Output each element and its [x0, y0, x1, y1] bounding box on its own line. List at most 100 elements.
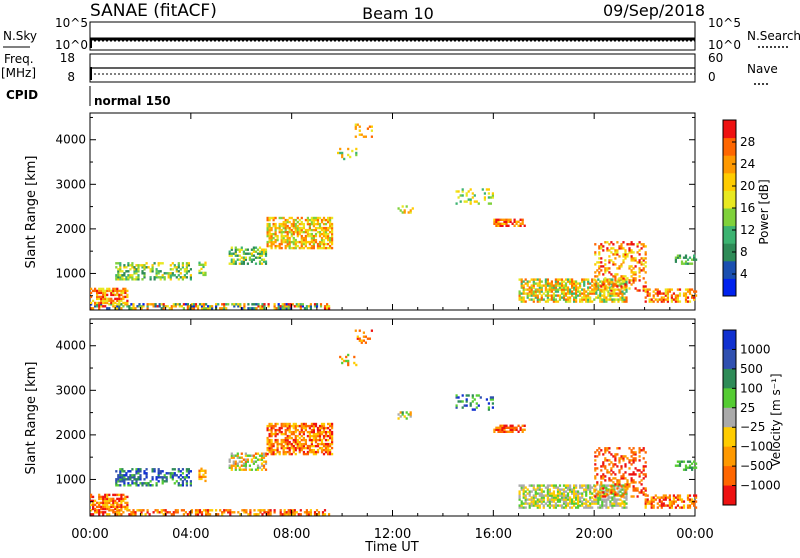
range-cell: [324, 246, 328, 250]
range-cell: [575, 298, 578, 301]
range-cell: [236, 462, 239, 465]
range-cell: [259, 305, 262, 308]
range-cell: [509, 426, 512, 429]
range-cell: [298, 226, 301, 230]
range-cell: [143, 482, 146, 485]
range-cell: [630, 257, 633, 260]
range-cell: [329, 244, 332, 248]
range-cell: [282, 224, 285, 228]
range-cell: [288, 440, 291, 444]
range-cell: [662, 300, 665, 303]
range-cell: [566, 290, 570, 293]
range-cell: [238, 468, 241, 471]
range-cell: [297, 513, 300, 516]
range-cell: [664, 504, 667, 507]
range-cell: [622, 261, 625, 264]
range-cell: [322, 244, 326, 248]
range-cell: [96, 305, 99, 308]
range-cell: [654, 288, 657, 291]
range-cell: [604, 451, 607, 454]
range-cell: [234, 466, 237, 469]
range-cell: [644, 285, 647, 288]
range-cell: [614, 273, 617, 276]
range-cell: [501, 424, 504, 427]
range-cell: [680, 506, 684, 509]
range-cell: [536, 502, 539, 505]
range-cell: [591, 492, 594, 495]
range-cell: [300, 434, 303, 438]
range-cell: [554, 288, 557, 291]
range-cell: [126, 495, 129, 499]
range-cell: [268, 240, 271, 244]
range-cell: [194, 513, 198, 516]
range-cell: [298, 432, 301, 436]
range-cell: [676, 300, 679, 303]
range-cell: [187, 262, 190, 265]
range-cell: [232, 464, 235, 467]
range-cell: [126, 289, 129, 293]
range-cell: [624, 465, 627, 468]
range-cell: [331, 216, 334, 220]
range-cell: [119, 266, 122, 269]
range-cell: [605, 502, 608, 505]
range-cell: [129, 484, 132, 487]
range-cell: [322, 426, 326, 430]
range-cell: [521, 218, 524, 221]
range-cell: [688, 466, 692, 469]
range-cell: [312, 422, 315, 426]
range-cell: [181, 266, 184, 269]
range-cell: [194, 509, 198, 512]
range-cell: [670, 504, 673, 507]
range-cell: [562, 490, 566, 493]
range-cell: [183, 476, 186, 479]
range-cell: [273, 511, 276, 514]
range-cell: [300, 422, 303, 426]
range-cell: [106, 297, 109, 301]
range-cell: [528, 484, 531, 487]
range-cell: [115, 484, 118, 487]
range-cell: [302, 436, 305, 440]
range-cell: [308, 426, 311, 430]
range-cell: [652, 300, 655, 303]
range-cell: [609, 504, 612, 507]
range-cell: [616, 253, 619, 256]
range-cell: [644, 504, 647, 507]
range-cell: [688, 506, 692, 509]
range-cell: [246, 252, 249, 255]
range-cell: [674, 500, 677, 503]
range-cell: [292, 224, 295, 228]
range-cell: [140, 511, 143, 514]
range-cell: [276, 234, 279, 238]
range-cell: [600, 289, 603, 292]
range-cell: [695, 494, 698, 497]
range-cell: [670, 298, 673, 301]
range-cell: [254, 256, 258, 259]
range-cell: [261, 307, 264, 310]
range-cell: [118, 503, 121, 507]
range-cell: [668, 494, 671, 497]
range-cell: [606, 459, 609, 462]
colorbar-swatch: [723, 388, 736, 409]
range-cell: [234, 246, 237, 249]
range-cell: [678, 506, 682, 509]
range-cell: [575, 506, 578, 509]
range-cell: [688, 500, 692, 503]
range-cell: [644, 475, 647, 478]
range-cell: [558, 484, 562, 487]
range-cell: [130, 303, 133, 306]
range-cell: [165, 472, 168, 475]
range-cell: [304, 242, 307, 246]
range-cell: [636, 489, 639, 492]
range-cell: [300, 428, 303, 432]
range-cell: [108, 513, 111, 516]
range-cell: [632, 243, 635, 246]
range-cell: [522, 298, 525, 301]
range-cell: [92, 503, 95, 507]
range-cell: [495, 428, 498, 431]
range-cell: [461, 406, 464, 409]
range-cell: [331, 424, 334, 428]
range-cell: [169, 272, 172, 275]
range-cell: [341, 151, 344, 155]
range-cell: [630, 459, 633, 462]
range-cell: [607, 292, 610, 295]
